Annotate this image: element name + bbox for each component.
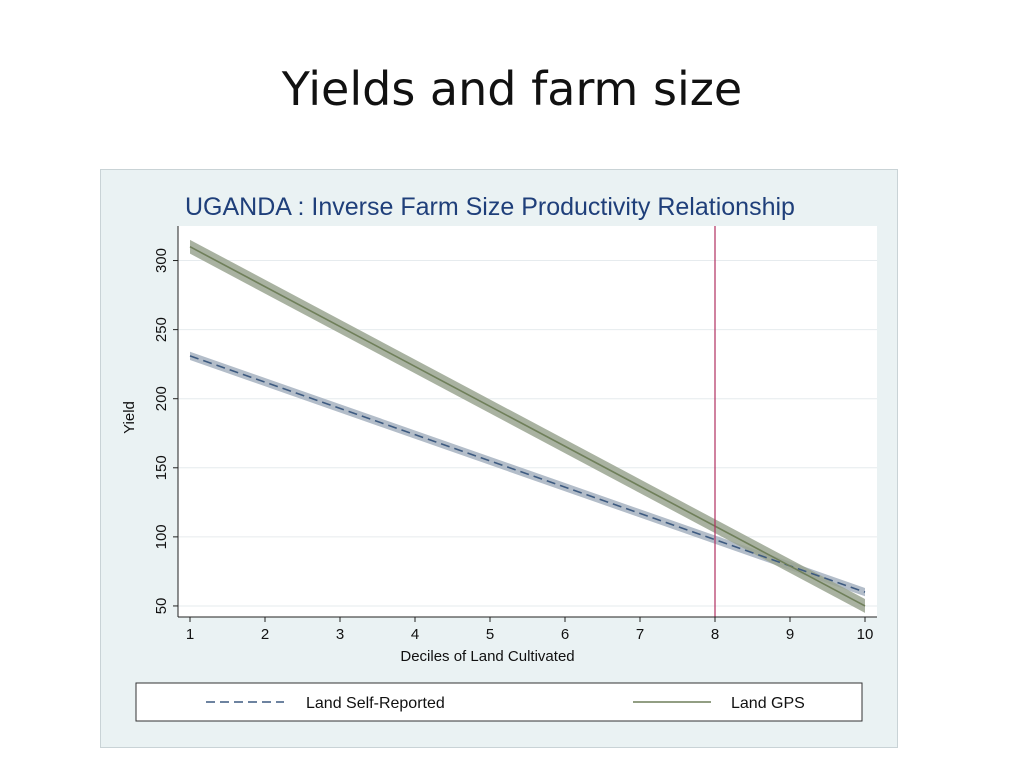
legend-label-2: Land GPS (731, 695, 805, 712)
y-axis-title: Yield (121, 401, 138, 434)
y-tick-label: 50 (153, 598, 170, 615)
series-2-line (189, 246, 866, 607)
legend: Land Self-Reported Land GPS (206, 695, 805, 712)
chart-svg: UGANDA : Inverse Farm Size Productivity … (121, 193, 877, 722)
x-tick-label: 7 (636, 626, 644, 643)
chart-title: UGANDA : Inverse Farm Size Productivity … (185, 193, 795, 221)
series-lines (189, 246, 866, 607)
y-tick-label: 200 (153, 386, 170, 411)
grid-lines (178, 260, 877, 607)
axes: 50 100 150 200 250 300 1 2 3 4 5 6 7 8 9 10 (153, 226, 877, 643)
x-tick-label: 8 (711, 626, 719, 643)
legend-label-1: Land Self-Reported (306, 695, 445, 712)
y-tick-label: 250 (153, 317, 170, 342)
slide-title: Yields and farm size (281, 62, 743, 116)
x-tick-label: 3 (336, 626, 344, 643)
y-tick-label: 150 (153, 455, 170, 480)
x-tick-label: 9 (786, 626, 794, 643)
x-tick-label: 1 (186, 626, 194, 643)
y-tick-label: 300 (153, 248, 170, 273)
x-axis-title: Deciles of Land Cultivated (400, 648, 574, 665)
x-tick-label: 10 (857, 626, 874, 643)
x-tick-label: 5 (486, 626, 494, 643)
x-tick-label: 4 (411, 626, 419, 643)
x-tick-label: 6 (561, 626, 569, 643)
series-1-line (189, 355, 866, 593)
y-tick-label: 100 (153, 524, 170, 549)
chart-figure: UGANDA : Inverse Farm Size Productivity … (100, 169, 898, 748)
x-tick-label: 2 (261, 626, 269, 643)
